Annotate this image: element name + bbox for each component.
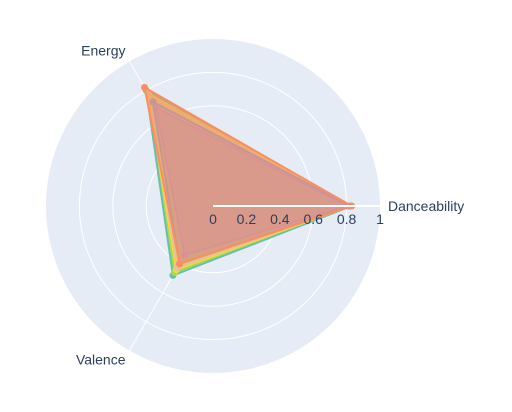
radial-tick-label: 0 xyxy=(209,211,217,227)
series-6-area xyxy=(143,86,353,265)
angular-axis-labels: Danceability Energy Valence xyxy=(76,42,464,367)
radial-tick-label: 0.4 xyxy=(270,211,290,227)
axis-label-energy: Energy xyxy=(81,42,125,58)
series-6-point-2[interactable] xyxy=(176,260,184,268)
series-layer xyxy=(141,83,356,279)
radial-tick-label: 1 xyxy=(376,211,384,227)
radial-tick-label: 0.6 xyxy=(303,211,323,227)
axis-label-danceability: Danceability xyxy=(388,198,464,214)
series-6 xyxy=(141,83,356,268)
series-6-point-1[interactable] xyxy=(141,83,149,91)
radial-tick-label: 0.2 xyxy=(237,211,257,227)
axis-label-valence: Valence xyxy=(76,352,126,368)
radial-tick-label: 0.8 xyxy=(337,211,357,227)
radial-tick-labels: 0 0.2 0.4 0.6 0.8 1 xyxy=(209,211,384,227)
